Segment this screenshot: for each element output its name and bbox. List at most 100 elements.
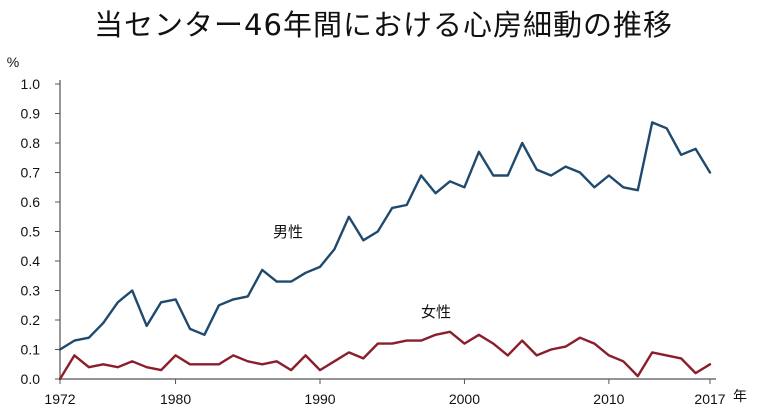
male-point-2013 xyxy=(651,121,654,124)
male-point-1996 xyxy=(405,204,408,206)
male-point-1993 xyxy=(362,239,365,242)
male-point-1989 xyxy=(304,271,307,274)
y-tick-label-8: 0.8 xyxy=(21,135,41,151)
male-point-1988 xyxy=(290,280,293,283)
female-point-1992 xyxy=(347,351,350,354)
male-point-2012 xyxy=(636,189,639,192)
y-tick-label-1: 0.1 xyxy=(21,342,41,358)
male-point-2009 xyxy=(593,186,596,189)
male-point-2001 xyxy=(477,150,480,153)
x-tick-label-2017: 2017 xyxy=(694,391,725,407)
female-point-2000 xyxy=(463,342,466,345)
chart-title: 当センター46年間における心房細動の推移 xyxy=(94,8,673,42)
female-point-2016 xyxy=(694,372,697,374)
female-point-1991 xyxy=(333,360,336,363)
male-point-1978 xyxy=(145,325,148,327)
series-line-male xyxy=(58,121,712,351)
male-point-1991 xyxy=(333,248,336,251)
x-tick-label-1972: 1972 xyxy=(44,391,75,407)
male-point-2003 xyxy=(506,174,509,177)
female-point-1998 xyxy=(434,333,437,336)
female-point-2004 xyxy=(521,339,524,342)
male-point-1994 xyxy=(376,230,379,233)
y-tick-label-6: 0.6 xyxy=(21,194,41,210)
y-tick-label-2: 0.2 xyxy=(21,312,41,328)
female-point-1981 xyxy=(189,363,191,366)
male-point-1974 xyxy=(87,336,90,339)
female-point-1979 xyxy=(160,369,163,372)
female-point-1983 xyxy=(217,363,220,366)
male-point-1985 xyxy=(246,295,249,298)
female-point-1973 xyxy=(73,354,76,357)
female-point-1984 xyxy=(232,354,235,357)
male-point-2017 xyxy=(709,171,711,174)
female-point-2014 xyxy=(665,354,668,357)
female-point-2007 xyxy=(564,345,567,348)
male-point-1987 xyxy=(275,280,278,283)
male-point-2010 xyxy=(607,174,610,177)
male-point-1976 xyxy=(116,301,119,304)
male-point-2008 xyxy=(579,171,581,174)
female-point-2006 xyxy=(550,348,553,351)
female-point-2002 xyxy=(492,342,495,345)
series-line-female xyxy=(58,330,712,381)
female-point-2005 xyxy=(535,354,538,357)
male-point-2002 xyxy=(492,174,495,177)
male-point-1998 xyxy=(434,192,437,195)
y-tick-label-4: 0.4 xyxy=(21,253,41,269)
female-point-2013 xyxy=(651,351,654,354)
male-point-1984 xyxy=(232,298,235,301)
male-point-1983 xyxy=(217,304,220,307)
male-point-1973 xyxy=(73,339,76,342)
female-point-2017 xyxy=(709,363,711,366)
female-point-1972 xyxy=(59,378,61,380)
male-point-2005 xyxy=(535,168,538,171)
female-point-2003 xyxy=(506,354,509,357)
female-point-1986 xyxy=(261,363,264,366)
y-tick-label-3: 0.3 xyxy=(21,283,41,299)
male-point-1979 xyxy=(160,301,163,304)
male-point-2004 xyxy=(521,142,524,144)
series-label-female: 女性 xyxy=(421,303,451,321)
x-tick-label-2000: 2000 xyxy=(449,391,480,407)
female-point-1975 xyxy=(102,363,105,366)
female-point-2009 xyxy=(593,342,596,345)
y-tick-label-5: 0.5 xyxy=(21,224,41,240)
female-point-1987 xyxy=(275,360,278,363)
male-point-1995 xyxy=(391,207,394,209)
female-point-1982 xyxy=(203,363,206,366)
male-point-2000 xyxy=(463,186,466,189)
y-tick-label-0: 0.0 xyxy=(21,371,41,387)
female-point-1988 xyxy=(290,369,293,372)
x-tick-label-1990: 1990 xyxy=(304,391,335,407)
y-axis-unit: % xyxy=(7,54,19,70)
male-point-1990 xyxy=(319,266,321,268)
female-point-1994 xyxy=(376,342,379,345)
male-point-1992 xyxy=(347,215,350,218)
female-point-2011 xyxy=(622,360,625,363)
female-point-1993 xyxy=(362,357,365,360)
male-point-2006 xyxy=(550,174,553,177)
male-point-2016 xyxy=(694,148,697,150)
male-point-2015 xyxy=(680,153,683,156)
female-point-1977 xyxy=(131,360,134,363)
male-point-1981 xyxy=(189,327,191,330)
series-label-male: 男性 xyxy=(273,223,303,241)
female-point-1974 xyxy=(87,366,90,369)
female-point-1976 xyxy=(116,366,119,369)
male-point-1997 xyxy=(420,174,423,177)
male-point-1977 xyxy=(131,289,134,292)
male-point-1999 xyxy=(449,180,451,183)
y-tick-label-9: 0.9 xyxy=(21,106,41,122)
female-point-1996 xyxy=(405,339,408,342)
female-point-1999 xyxy=(449,330,451,333)
female-point-1990 xyxy=(319,369,321,372)
male-point-2014 xyxy=(665,127,668,130)
x-tick-label-2010: 2010 xyxy=(593,391,624,407)
female-point-2008 xyxy=(579,336,581,339)
x-axis-unit: 年 xyxy=(733,388,747,404)
male-point-1980 xyxy=(174,298,177,301)
male-point-1972 xyxy=(59,348,61,351)
male-point-2007 xyxy=(564,165,567,168)
